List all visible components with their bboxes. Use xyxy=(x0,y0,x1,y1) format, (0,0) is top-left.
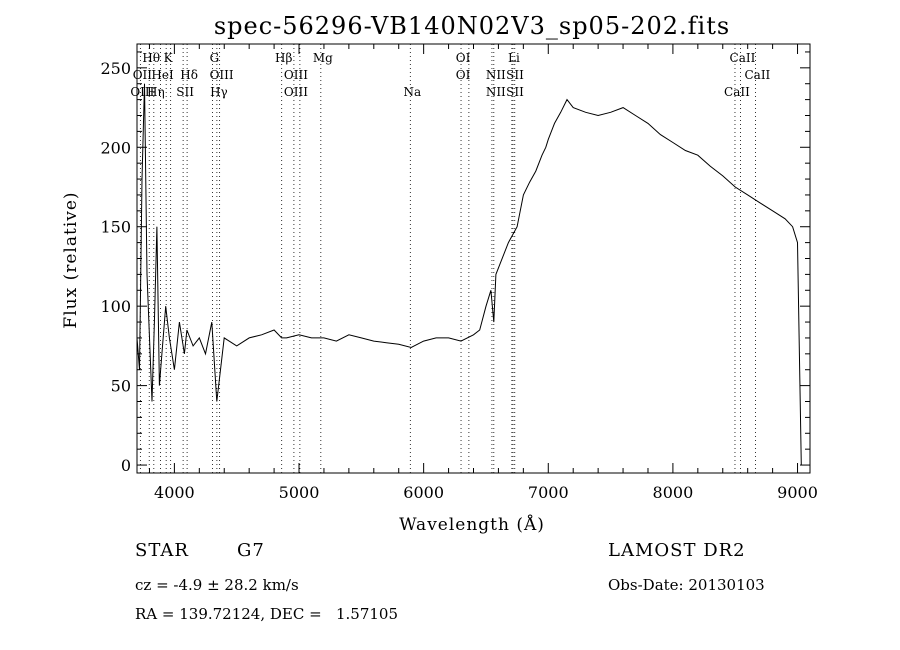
line-label: Na xyxy=(403,85,421,99)
line-label: CaII xyxy=(730,51,756,65)
x-tick-label: 9000 xyxy=(777,483,818,502)
spectral-line-labels: Hθ OII OIII K HeI Hη Hδ SII G OIII Hγ Hβ OIII OIII Mg N… xyxy=(130,51,770,99)
line-label: Mg xyxy=(313,51,333,65)
line-label: NII xyxy=(486,85,506,99)
line-label: K xyxy=(164,51,174,65)
coordinates: RA = 139.72124, DEC = 1.57105 xyxy=(135,605,399,623)
line-label: OI xyxy=(456,68,471,82)
spectral-line-markers xyxy=(139,44,756,473)
y-tick-label: 200 xyxy=(100,138,131,157)
spectrum-series xyxy=(136,83,802,466)
line-label: G xyxy=(210,51,220,65)
x-tick-label: 5000 xyxy=(279,483,320,502)
line-label: Hβ xyxy=(275,51,292,65)
object-type: STAR xyxy=(135,540,189,561)
y-axis-label: Flux (relative) xyxy=(61,191,81,328)
line-label: Hγ xyxy=(210,85,228,99)
y-tick-label: 150 xyxy=(100,218,131,237)
line-label: OI xyxy=(456,51,471,65)
x-tick-label: 6000 xyxy=(403,483,444,502)
line-label: SII xyxy=(176,85,194,99)
line-label: OIII xyxy=(130,85,154,99)
x-axis-label: Wavelength (Å) xyxy=(399,514,545,535)
line-label: Hθ xyxy=(142,51,160,65)
line-label: OIII xyxy=(284,85,308,99)
line-label: HeI xyxy=(151,68,174,82)
line-label: OIII xyxy=(210,68,234,82)
redshift-cz: cz = -4.9 ± 28.2 km/s xyxy=(135,576,299,594)
line-label: OII xyxy=(133,68,153,82)
spectral-subclass: G7 xyxy=(237,540,265,561)
line-label: Hδ xyxy=(180,68,198,82)
line-label: Hη xyxy=(147,85,165,99)
plot-frame xyxy=(136,43,811,474)
survey-name: LAMOST DR2 xyxy=(608,540,746,561)
spectrum-line xyxy=(136,83,802,466)
x-tick-label: 7000 xyxy=(528,483,569,502)
y-tick-label: 0 xyxy=(121,456,131,475)
chart-title: spec-56296-VB140N02V3_sp05-202.fits xyxy=(214,12,730,40)
observation-date: Obs-Date: 20130103 xyxy=(608,576,765,594)
line-label: CaII xyxy=(724,85,750,99)
line-label: NII xyxy=(486,68,506,82)
x-axis: 4000 5000 6000 7000 8000 9000 xyxy=(148,44,818,502)
y-tick-label: 50 xyxy=(111,377,131,396)
y-axis: 0 50 100 150 200 250 xyxy=(100,51,810,475)
y-tick-label: 100 xyxy=(100,297,131,316)
line-label: Li xyxy=(508,51,520,65)
line-label: OIII xyxy=(284,68,308,82)
line-label: SII xyxy=(506,68,524,82)
y-tick-label: 250 xyxy=(100,59,131,78)
x-tick-label: 4000 xyxy=(154,483,195,502)
line-label: CaII xyxy=(744,68,770,82)
x-tick-label: 8000 xyxy=(653,483,694,502)
line-label: SII xyxy=(506,85,524,99)
